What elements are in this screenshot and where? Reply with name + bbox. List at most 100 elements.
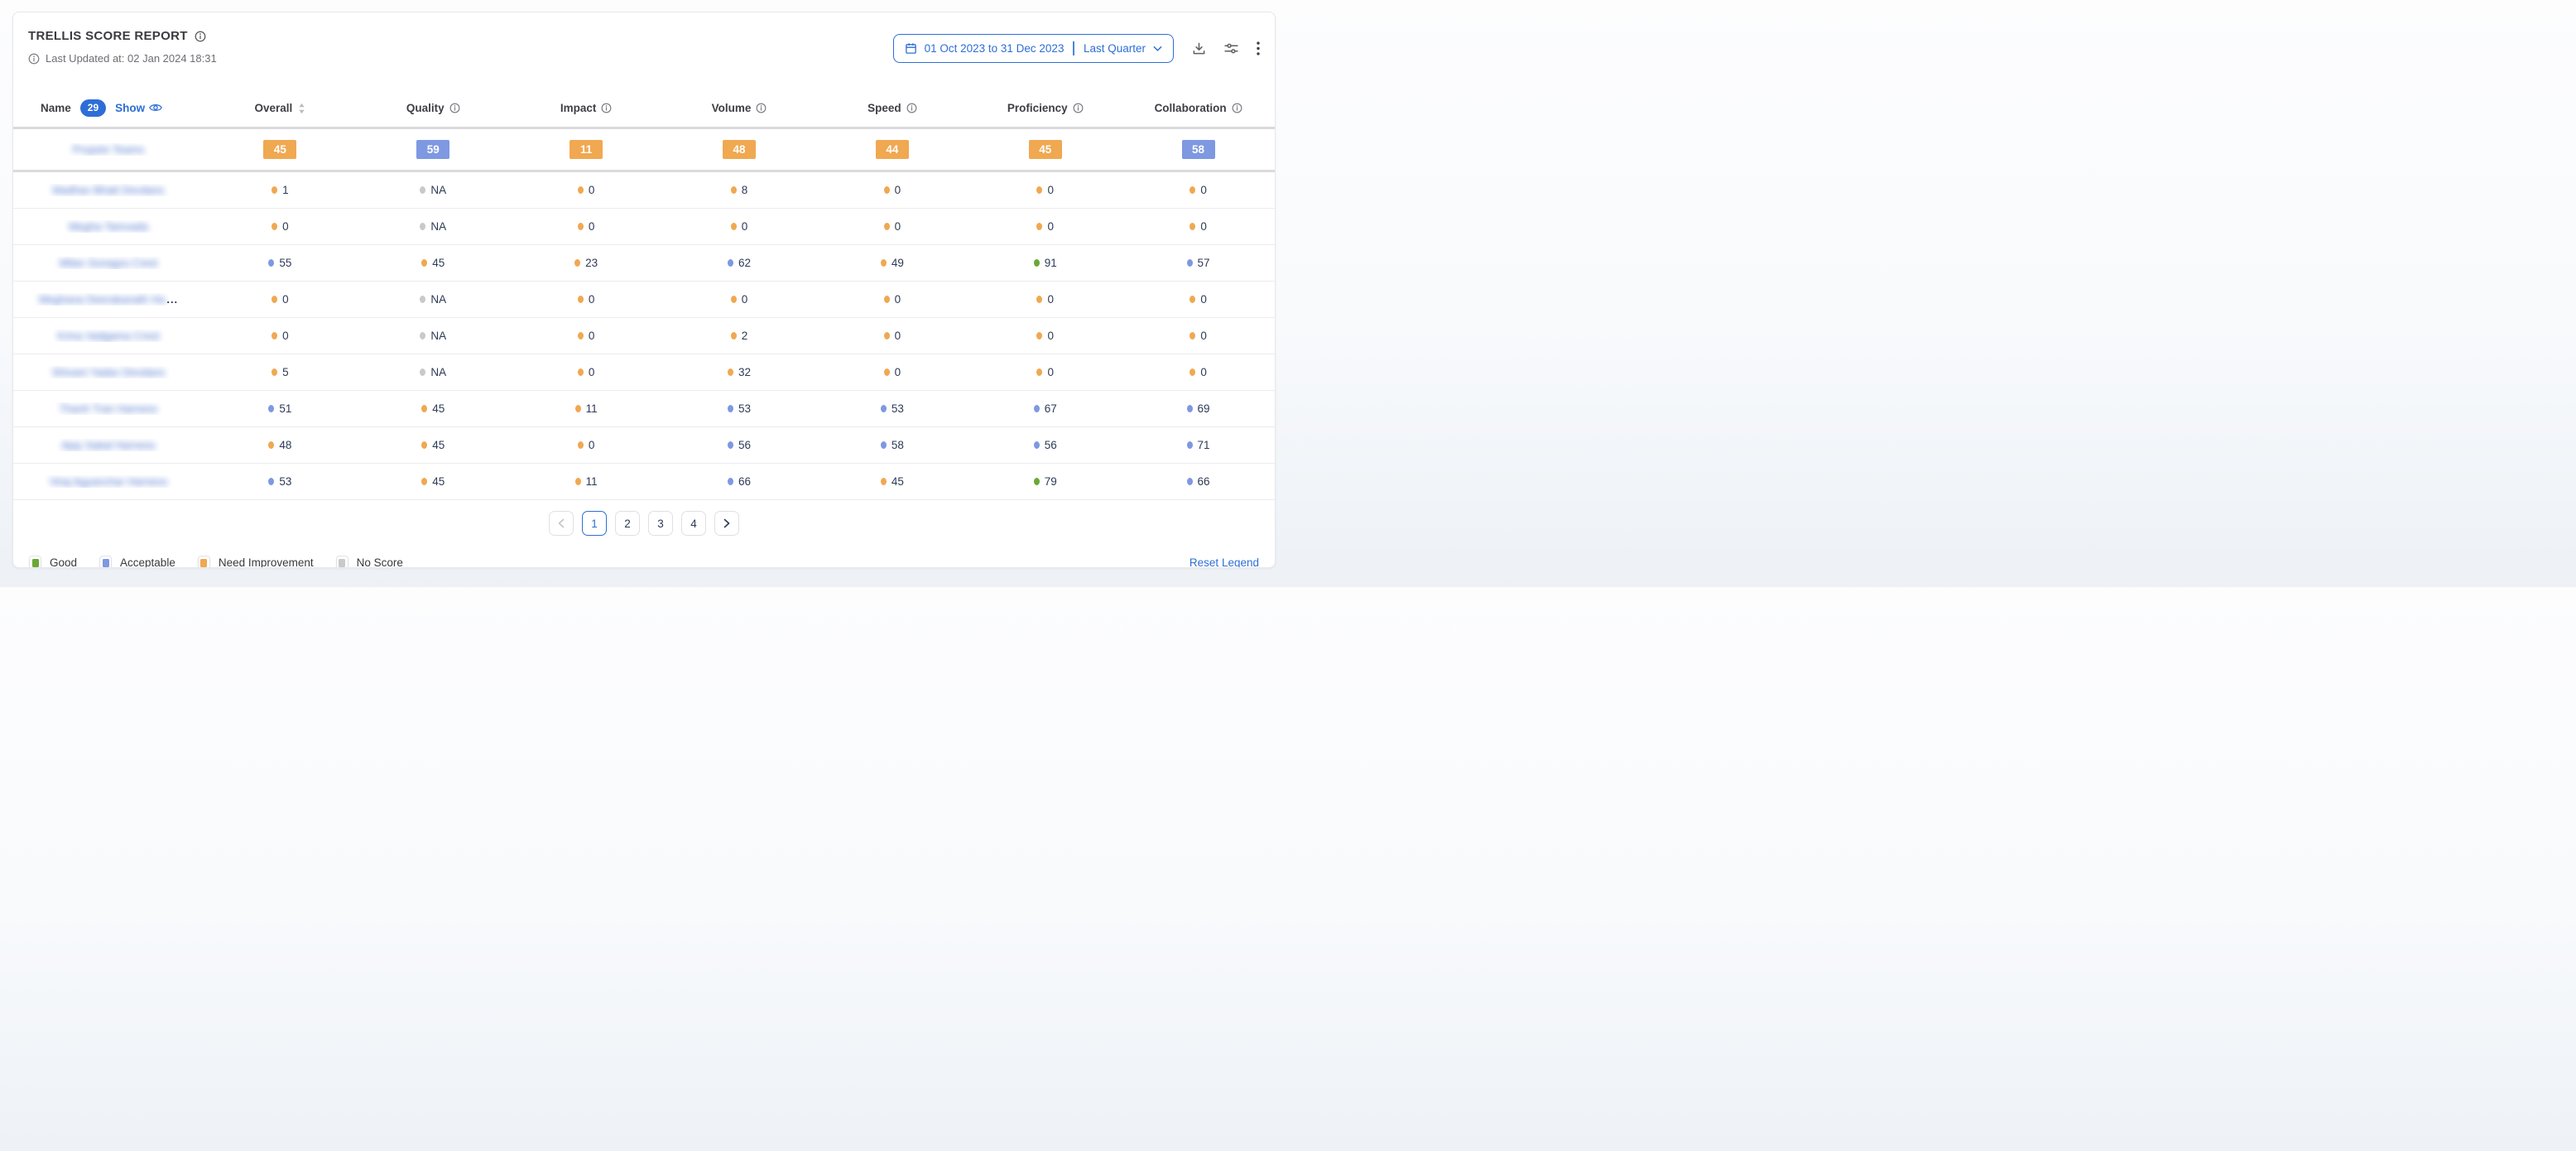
- score-status-dot: [730, 332, 737, 340]
- member-name-link[interactable]: Krina Vadgama Crest: [57, 330, 160, 342]
- score-badge: 48: [722, 140, 756, 159]
- member-name-link[interactable]: Megha Tamvada: [69, 220, 148, 233]
- score-value: 2: [741, 330, 748, 342]
- score-value: 79: [1044, 475, 1057, 488]
- score-value: 66: [738, 475, 751, 488]
- score-status-dot: [1033, 478, 1040, 485]
- info-icon[interactable]: [195, 31, 206, 42]
- column-header-proficiency[interactable]: Proficiency: [968, 102, 1122, 114]
- name-cell: Ajay Sakal Harness: [13, 439, 204, 451]
- score-value: 0: [1200, 293, 1207, 306]
- score-status-dot: [1186, 441, 1193, 449]
- info-icon: [28, 53, 40, 65]
- last-updated-row: Last Updated at: 02 Jan 2024 18:31: [28, 52, 217, 65]
- info-icon[interactable]: [906, 103, 917, 113]
- header-actions: 01 Oct 2023 to 31 Dec 2023 Last Quarter: [892, 34, 1260, 63]
- score-value: 71: [1197, 439, 1210, 451]
- info-icon[interactable]: [1232, 103, 1242, 113]
- score-value: 0: [894, 293, 901, 306]
- score-badge: 45: [263, 140, 297, 159]
- reset-legend-link[interactable]: Reset Legend: [1189, 556, 1259, 568]
- score-cell: 0: [1122, 184, 1275, 196]
- sort-icon[interactable]: [298, 103, 305, 114]
- member-name-link[interactable]: Ajay Sakal Harness: [61, 439, 156, 451]
- score-cell: 0: [815, 330, 968, 342]
- legend-item-no_score[interactable]: No Score: [335, 556, 403, 567]
- score-cell: 53: [204, 475, 357, 488]
- score-status-dot: [1033, 441, 1040, 449]
- score-status-dot: [577, 332, 584, 340]
- pagination-next-button[interactable]: [714, 511, 739, 536]
- score-value: 0: [588, 293, 595, 306]
- score-status-dot: [577, 223, 584, 230]
- member-name-link[interactable]: Thanh Tran Harness: [59, 402, 158, 415]
- score-cell: 45: [357, 402, 510, 415]
- score-cell: 69: [1122, 402, 1275, 415]
- pagination-page-button[interactable]: 1: [582, 511, 607, 536]
- score-cell: 45: [204, 140, 357, 159]
- show-names-button[interactable]: Show: [115, 102, 163, 114]
- info-icon[interactable]: [449, 103, 460, 113]
- score-value: 56: [738, 439, 751, 451]
- table-row: Megha Tamvada 0 NA 0 0 0 0 0: [13, 209, 1275, 245]
- pagination-page-button[interactable]: 4: [681, 511, 706, 536]
- score-status-dot: [420, 332, 426, 340]
- member-name-link[interactable]: Viraj Agyanchar Harness: [49, 475, 168, 488]
- score-badge: 45: [1028, 140, 1062, 159]
- score-value: 0: [588, 330, 595, 342]
- info-icon[interactable]: [1073, 103, 1084, 113]
- legend-item-good[interactable]: Good: [29, 556, 78, 568]
- score-value: 0: [894, 220, 901, 233]
- more-options-button[interactable]: [1257, 41, 1260, 55]
- score-value: NA: [430, 366, 447, 378]
- score-value: 1: [282, 184, 289, 196]
- column-header-impact[interactable]: Impact: [510, 102, 663, 114]
- pagination-prev-button[interactable]: [549, 511, 574, 536]
- download-button[interactable]: [1192, 41, 1206, 55]
- column-header-volume[interactable]: Volume: [663, 102, 816, 114]
- name-cell: Shivani Yadav Devdans: [13, 366, 204, 378]
- legend-item-acceptable[interactable]: Acceptable: [99, 556, 175, 567]
- score-cell: 0: [204, 220, 357, 233]
- score-status-dot: [1036, 296, 1043, 303]
- score-status-dot: [421, 405, 428, 412]
- column-header-overall[interactable]: Overall: [204, 102, 357, 114]
- table-body: Madhav Bhatt Devdans 1 NA 0 8 0 0 0 Megh…: [13, 172, 1275, 500]
- score-cell: 0: [968, 366, 1122, 378]
- score-cell: 45: [357, 475, 510, 488]
- pagination-page-button[interactable]: 2: [615, 511, 640, 536]
- score-value: 91: [1044, 257, 1057, 269]
- score-cell: 0: [1122, 220, 1275, 233]
- team-name-link[interactable]: Propelo Teams: [72, 143, 145, 156]
- legend-item-need_improvement[interactable]: Need Improvement: [197, 556, 314, 567]
- score-cell: 5: [204, 366, 357, 378]
- score-status-dot: [421, 478, 428, 485]
- score-cell: 53: [663, 402, 816, 415]
- column-header-quality[interactable]: Quality: [357, 102, 510, 114]
- pagination-page-button[interactable]: 3: [648, 511, 673, 536]
- member-name-link[interactable]: Shivani Yadav Devdans: [51, 366, 166, 378]
- legend-label: Good: [50, 556, 78, 568]
- info-icon[interactable]: [756, 103, 767, 113]
- score-value: 45: [432, 475, 445, 488]
- legend-checkbox: [99, 556, 113, 567]
- legend-checkbox: [335, 556, 348, 567]
- score-cell: 45: [357, 439, 510, 451]
- member-name-link[interactable]: Meghana Deerakanath Ha: [38, 293, 166, 306]
- column-header-collaboration[interactable]: Collaboration: [1122, 102, 1275, 114]
- settings-button[interactable]: [1224, 41, 1238, 55]
- score-cell: 48: [204, 439, 357, 451]
- date-range-button[interactable]: 01 Oct 2023 to 31 Dec 2023 Last Quarter: [892, 34, 1174, 63]
- member-name-link[interactable]: Madhav Bhatt Devdans: [52, 184, 165, 196]
- member-name-link[interactable]: Milan Sonagra Crest: [59, 257, 158, 269]
- score-cell: 0: [968, 184, 1122, 196]
- column-header-speed[interactable]: Speed: [815, 102, 968, 114]
- info-icon[interactable]: [601, 103, 612, 113]
- score-badge: 44: [875, 140, 909, 159]
- score-status-dot: [272, 223, 278, 230]
- score-value: 0: [588, 439, 595, 451]
- score-value: 57: [1197, 257, 1210, 269]
- score-value: 0: [588, 366, 595, 378]
- score-status-dot: [268, 405, 275, 412]
- score-value: 8: [741, 184, 748, 196]
